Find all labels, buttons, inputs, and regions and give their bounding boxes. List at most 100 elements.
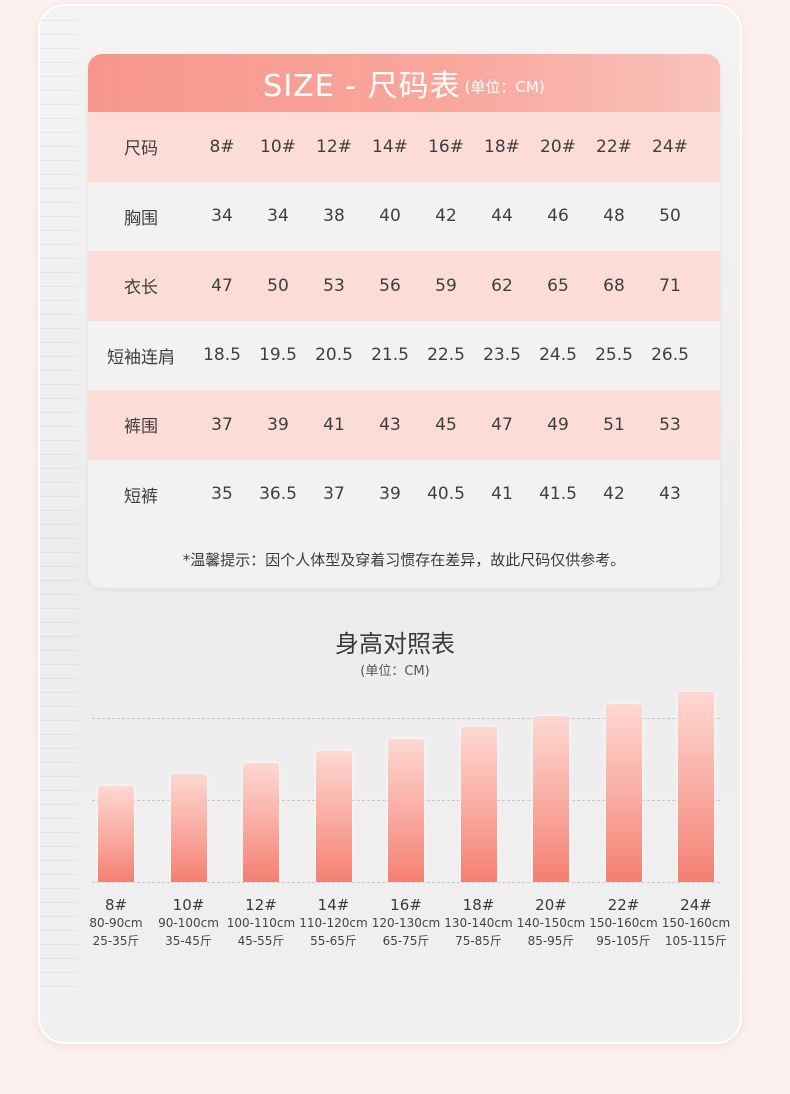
x-label-size: 8#: [104, 896, 128, 914]
bar-10: [170, 774, 207, 882]
row-label: 尺码: [124, 139, 158, 160]
size-table-header: SIZE - 尺码表 (单位：CM): [88, 54, 720, 112]
x-label-height: 120-130cm: [371, 916, 441, 930]
x-label-height: 100-110cm: [226, 916, 296, 930]
table-cell: 43: [379, 414, 401, 435]
gridline: [92, 882, 720, 883]
table-cell: 20#: [540, 136, 576, 157]
size-table: SIZE - 尺码表 (单位：CM) 尺码 8# 10# 12# 14# 16# 18# 20…: [88, 54, 720, 588]
x-label-size: 10#: [172, 896, 205, 914]
table-row: 短袖连肩 18.5 19.5 20.5 21.5 22.5 23.5 24.5 25.5 26.5: [88, 320, 720, 390]
table-cell: 51: [603, 414, 625, 435]
x-label: 12# 100-110cm 45-55斤: [221, 896, 301, 948]
x-label-height: 110-120cm: [299, 916, 368, 930]
table-cell: 10#: [260, 136, 296, 157]
table-cell: 38: [323, 206, 345, 227]
table-cell: 25.5: [595, 345, 633, 366]
x-label: 10# 90-100cm 35-45斤: [149, 896, 229, 948]
table-cell: 21.5: [371, 345, 409, 366]
table-cell: 62: [491, 275, 513, 296]
table-cell: 20.5: [315, 345, 353, 366]
x-label-size: 24#: [680, 896, 712, 914]
x-label-size: 14#: [317, 896, 350, 914]
table-cell: 35: [211, 484, 233, 505]
x-label-height: 140-150cm: [516, 916, 586, 930]
x-label-weight: 35-45斤: [165, 934, 212, 948]
table-cell: 53: [323, 275, 345, 296]
x-label-height: 150-160cm: [589, 916, 658, 930]
x-label: 8# 80-90cm 25-35斤: [76, 896, 156, 948]
row-label: 胸围: [124, 208, 158, 229]
table-cell: 39: [267, 414, 289, 435]
table-cell: 14#: [372, 136, 408, 157]
table-cell: 47: [491, 414, 513, 435]
table-cell: 42: [603, 484, 625, 505]
bar-18: [460, 727, 497, 882]
size-table-unit: (单位：CM): [464, 77, 545, 96]
table-cell: 26.5: [651, 345, 689, 366]
size-table-title: SIZE - 尺码表: [263, 69, 461, 104]
bar-16: [388, 739, 424, 882]
table-cell: 43: [659, 484, 681, 505]
table-cell: 16#: [428, 136, 464, 157]
ruler-decoration: [40, 20, 78, 1000]
x-label-weight: 75-85斤: [455, 934, 502, 948]
table-cell: 56: [379, 275, 401, 296]
x-label-weight: 55-65斤: [310, 934, 357, 948]
table-row: 短裤 35 36.5 37 39 40.5 41 41.5 42 43: [88, 459, 720, 529]
table-cell: 34: [267, 206, 289, 227]
bar-22: [605, 703, 642, 882]
x-label: 22# 150-160cm 95-105斤: [584, 896, 664, 948]
table-cell: 22.5: [427, 345, 465, 366]
table-cell: 40.5: [427, 484, 465, 505]
table-cell: 18.5: [203, 345, 241, 366]
height-chart-title: 身高对照表: [335, 630, 455, 658]
x-label: 14# 110-120cm 55-65斤: [294, 896, 374, 948]
table-cell: 34: [211, 206, 233, 227]
table-cell: 50: [267, 275, 289, 296]
height-bar-chart: [88, 690, 720, 890]
table-row: 胸围 34 34 38 40 42 44 46 48 50: [88, 181, 720, 251]
table-cell: 46: [547, 206, 569, 227]
x-label: 16# 120-130cm 65-75斤: [366, 896, 446, 948]
table-row: 衣长 47 50 53 56 59 62 65 68 71: [88, 251, 720, 321]
table-cell: 44: [491, 206, 513, 227]
x-label-size: 22#: [607, 896, 640, 914]
table-cell: 45: [435, 414, 457, 435]
x-label-size: 20#: [535, 896, 567, 914]
bar-24: [678, 692, 714, 882]
x-label-weight: 25-35斤: [92, 934, 140, 948]
table-cell: 68: [603, 275, 625, 296]
bar-20: [533, 715, 569, 882]
table-cell: 42: [435, 206, 457, 227]
row-label: 裤围: [124, 417, 158, 438]
table-cell: 19.5: [259, 345, 297, 366]
table-cell: 24#: [652, 136, 688, 157]
bar-14: [315, 750, 352, 882]
bar-12: [243, 762, 279, 882]
height-chart-unit: (单位：CM): [360, 664, 430, 679]
table-cell: 50: [659, 206, 681, 227]
table-cell: 48: [603, 206, 625, 227]
table-cell: 12#: [316, 136, 352, 157]
table-cell: 59: [435, 275, 457, 296]
row-label: 短袖连肩: [107, 347, 175, 368]
table-cell: 41.5: [539, 484, 577, 505]
x-label-weight: 65-75斤: [382, 934, 430, 948]
table-cell: 65: [547, 275, 569, 296]
table-cell: 47: [211, 275, 233, 296]
x-label: 24# 150-160cm 105-115斤: [656, 896, 736, 948]
table-cell: 49: [547, 414, 569, 435]
table-cell: 71: [659, 275, 681, 296]
x-label-weight: 45-55斤: [237, 934, 285, 948]
table-cell: 23.5: [483, 345, 521, 366]
table-cell: 18#: [484, 136, 520, 157]
table-cell: 39: [379, 484, 401, 505]
gridline: [92, 718, 720, 719]
size-note: *温馨提示：因个人体型及穿着习惯存在差异，故此尺码仅供参考。: [88, 529, 720, 588]
x-label-size: 16#: [390, 896, 422, 914]
row-label: 衣长: [124, 278, 158, 299]
table-row: 裤围 37 39 41 43 45 47 49 51 53: [88, 390, 720, 460]
table-cell: 41: [323, 414, 345, 435]
table-cell: 36.5: [259, 484, 297, 505]
